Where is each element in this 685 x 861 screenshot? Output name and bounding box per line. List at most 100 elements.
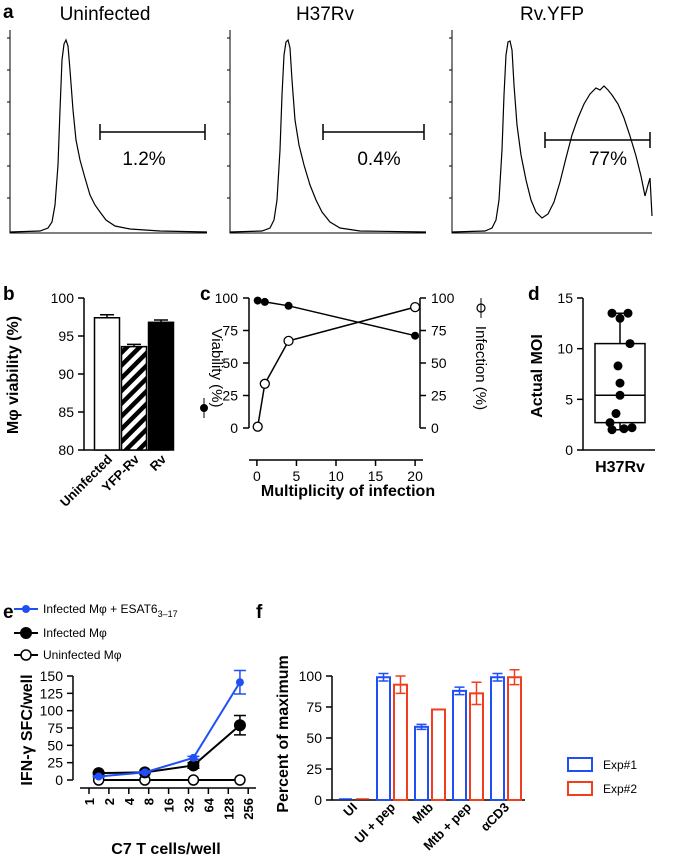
legend-marker [20,627,32,639]
data-point [409,301,421,313]
histogram-curve [229,38,427,233]
x-tick-label: 0 [253,468,261,484]
y-tick-label: 5 [565,391,573,407]
legend-marker [20,649,32,661]
data-point [94,772,103,781]
data-point [235,678,244,687]
gate-bar [99,124,206,140]
y-axis-label: Percent of maximum [275,655,292,812]
x-category-label: H37Rv [595,459,645,476]
data-point [260,297,269,306]
error-bar [454,686,465,696]
y-tick-label: 75 [306,699,322,715]
panel-d: Actual MOI H37Rv 0 5 10 15 [529,290,655,476]
data-point [189,753,198,762]
legend-label: Exp#2 [603,782,637,796]
bar [120,345,148,451]
y-tick-label: 90 [58,366,74,382]
bar [452,689,467,802]
bar [147,321,175,451]
x-axis-label: Multiplicity of infection [261,483,435,500]
histogram-axes [451,30,652,234]
whiskers [611,312,629,431]
x-tick-label: Rv [147,451,170,474]
y-tick-label: 25 [306,761,322,777]
x-tick-label: 8 [142,798,157,805]
histogram-ticks [7,37,10,199]
data-point [187,774,200,786]
x-tick-label: UI [340,800,360,820]
panel-label-e: e [3,602,14,623]
y-tick-label: 80 [58,442,74,458]
histogram-title-rv-yfp: Rv.YFP [520,4,584,25]
data-point [615,378,625,388]
y-tick-label-right: 0 [431,420,439,436]
box [594,342,646,424]
data-point [615,313,625,323]
y-tick-label: 50 [47,737,63,753]
panel-c: Viability (%) Infection (%) Multiplicity… [200,290,489,500]
x-tick-label: 256 [241,798,256,820]
data-point [619,424,629,434]
x-tick-label: αCD3 [477,800,512,835]
data-point [411,331,420,340]
error-bar [378,672,389,682]
histogram-axes [9,30,207,234]
y-tick-label: 75 [47,720,63,736]
data-point [613,361,623,371]
bar [431,708,446,801]
bar [414,725,429,802]
panel-label-a: a [3,2,14,23]
y-tick-label-left: 75 [222,323,238,339]
bar [93,317,121,451]
error-bar [416,723,427,731]
x-tick-label: 5 [293,468,301,484]
panel-label-c: c [200,284,211,305]
legend: Infected Mφ + ESAT63–17 Infected Mφ Unin… [14,602,178,662]
y-axis-label: Actual MOI [529,334,546,418]
x-tick-label: 20 [407,468,423,484]
data-point [253,296,262,305]
error-bar [471,681,482,706]
bar [469,692,484,801]
y-tick-label: 0 [55,772,63,788]
x-tick-label: 10 [328,468,344,484]
y-tick-label: 100 [40,703,64,719]
series-line [98,681,241,778]
data-point [625,339,635,349]
y-tick-label: 150 [40,668,64,684]
y-tick-label: 95 [58,328,74,344]
gate-bar [322,124,425,140]
bar [393,683,408,801]
y-tick-label: 0 [565,442,573,458]
panel-f: Percent of maximum Exp#1 Exp#2 0 25 50 75 10… [275,655,637,853]
panel-a: Uninfected 1.2% H37Rv 0.4% Rv.YFP 77% [7,4,653,234]
data-point [607,308,617,318]
legend-swatch [567,757,593,772]
y-axis-label: Mφ viability (%) [5,316,22,434]
y-tick-label-right: 25 [431,388,447,404]
x-tick-label: 4 [122,797,137,805]
x-tick-label: 1 [82,798,97,805]
x-tick-label: 15 [368,468,384,484]
y-tick-label-left: 100 [215,290,239,306]
data-point [284,301,293,310]
histogram-title-h37rv: H37Rv [296,4,355,25]
bar [507,676,522,801]
panel-label-b: b [3,284,15,305]
legend-label: Infected Mφ [43,626,107,640]
y-tick-label-right: 75 [431,323,447,339]
bar [490,676,505,801]
histogram-axes [229,30,426,234]
y-tick-label-left: 25 [222,388,238,404]
y-tick-label: 25 [47,755,63,771]
data-point [233,719,246,732]
x-tick-label: UI + pep [351,799,398,846]
y-tick-label-left: 50 [222,355,238,371]
gate-percent: 1.2% [122,149,165,170]
y-tick-label-right: 50 [431,355,447,371]
x-tick-label: 32 [182,798,197,812]
y-tick-label-right: 100 [431,290,455,306]
histogram-curve [451,40,653,233]
